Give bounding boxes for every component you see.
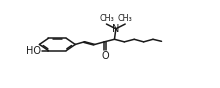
Text: CH₃: CH₃ xyxy=(118,14,133,23)
Text: O: O xyxy=(101,51,109,61)
Text: N: N xyxy=(112,24,119,34)
Text: HO: HO xyxy=(26,46,41,56)
Text: CH₃: CH₃ xyxy=(99,14,114,23)
